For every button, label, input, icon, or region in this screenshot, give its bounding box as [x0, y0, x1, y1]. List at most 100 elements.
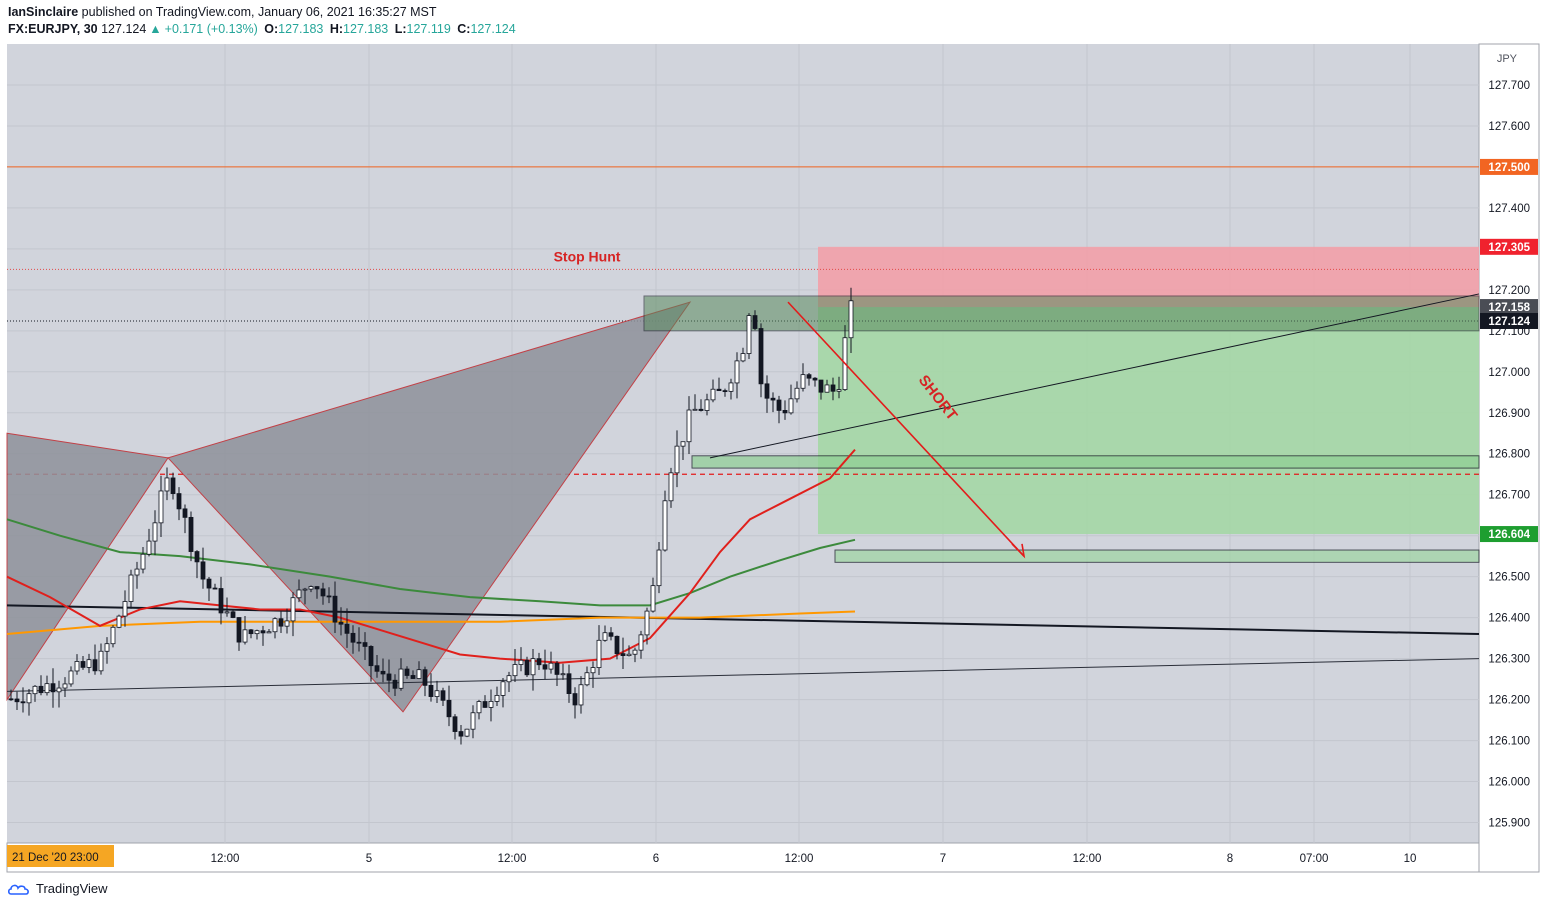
tradingview-cloud-icon — [8, 884, 29, 895]
y-tick-label: 126.300 — [1488, 654, 1530, 666]
candle-bear — [428, 684, 434, 697]
candle-bear — [248, 629, 254, 635]
candle-bear — [374, 665, 380, 672]
candle-bull — [134, 568, 140, 576]
candle-bull — [512, 664, 518, 677]
candle-bull — [296, 589, 302, 599]
up-arrow-icon: ▲ — [149, 22, 162, 36]
candle-bear — [452, 716, 458, 732]
candle-bull — [596, 639, 602, 668]
publish-info: published on TradingView.com, January 06… — [81, 5, 437, 19]
y-tick-label: 127.600 — [1488, 121, 1530, 133]
short-arrow-head — [1011, 543, 1026, 559]
low-label: L: — [394, 22, 407, 36]
last-price: 127.124 — [101, 22, 147, 36]
candles-group — [8, 287, 854, 745]
candle-bull — [308, 586, 314, 590]
candle-bull — [800, 374, 806, 389]
candle-bull — [284, 620, 290, 627]
author-name[interactable]: IanSinclaire — [8, 5, 79, 19]
close-label: C: — [457, 22, 471, 36]
candle-bull — [140, 553, 146, 570]
candle-bull — [734, 360, 740, 384]
candle-bull — [152, 522, 158, 542]
candle-bull — [788, 398, 794, 414]
candle-bull — [602, 632, 608, 641]
candle-bull — [824, 384, 830, 393]
candle-bear — [236, 617, 242, 643]
candle-bull — [518, 659, 524, 665]
candle-bull — [224, 611, 230, 614]
x-tick-label: 10 — [1404, 853, 1417, 865]
low-value: 127.119 — [406, 22, 451, 36]
candle-bear — [200, 561, 206, 580]
candle-bull — [128, 574, 134, 602]
time-cursor-badge — [7, 845, 114, 867]
stop-hunt-label: Stop Hunt — [554, 248, 621, 264]
candle-bull — [794, 387, 800, 400]
tradingview-logo[interactable]: TradingView — [8, 881, 108, 896]
candle-bear — [380, 670, 386, 675]
x-tick-label: 12:00 — [498, 853, 527, 865]
candle-bear — [446, 699, 452, 718]
candle-bull — [116, 615, 122, 628]
candle-bear — [368, 646, 374, 667]
candle-bull — [710, 388, 716, 401]
candle-bear — [770, 397, 776, 401]
candle-bear — [194, 551, 200, 563]
candle-bear — [458, 731, 464, 737]
symbol-line: FX:EURJPY, 30 127.124 ▲ +0.171 (+0.13%) O:… — [8, 21, 519, 38]
candle-bull — [848, 300, 854, 339]
candle-bear — [614, 635, 620, 655]
candle-bull — [56, 687, 62, 693]
open-label: O: — [264, 22, 279, 36]
support-zone — [691, 455, 1480, 469]
short-arrow-line — [787, 301, 1025, 557]
y-tick-label: 126.200 — [1488, 695, 1530, 707]
candle-bear — [722, 390, 728, 393]
candle-bear — [8, 698, 14, 701]
candle-bear — [260, 630, 266, 634]
candle-bull — [164, 477, 170, 492]
candle-bull — [644, 610, 650, 636]
candle-bull — [272, 618, 278, 633]
target-price-badge — [1480, 526, 1538, 543]
pattern-right-triangle — [167, 301, 692, 713]
candle-bear — [182, 508, 188, 518]
candle-bear — [776, 399, 782, 411]
close-value: 127.124 — [470, 22, 516, 36]
candle-bear — [20, 701, 26, 704]
symbol-label[interactable]: FX:EURJPY, 30 — [8, 22, 98, 36]
candle-bull — [110, 626, 116, 645]
candle-bull — [488, 700, 494, 708]
candle-bear — [422, 669, 428, 686]
candle-bull — [680, 441, 686, 447]
candle-bear — [278, 618, 284, 627]
target-support-zone — [834, 549, 1480, 563]
candle-bull — [242, 629, 248, 643]
price-axis — [1478, 43, 1540, 873]
candle-bear — [482, 701, 488, 708]
candle-bull — [104, 643, 110, 652]
last-price-badge-text: 127.124 — [1488, 316, 1530, 328]
candle-bear — [758, 328, 764, 385]
candle-bear — [410, 675, 416, 679]
candle-bear — [542, 664, 548, 670]
x-tick-label: 5 — [366, 853, 372, 865]
candle-bull — [158, 490, 164, 524]
candle-bear — [344, 623, 350, 634]
candle-bull — [530, 658, 536, 676]
candle-bull — [254, 630, 260, 635]
candle-bear — [752, 315, 758, 329]
candle-bull — [86, 659, 92, 668]
candle-bull — [626, 653, 632, 657]
candle-bear — [620, 653, 626, 657]
candle-bear — [212, 587, 218, 590]
time-axis — [6, 842, 1480, 873]
candle-bull — [584, 672, 590, 686]
candle-bull — [146, 540, 152, 555]
candle-bull — [434, 690, 440, 697]
candle-bull — [506, 675, 512, 683]
trendline-thick — [6, 604, 1480, 636]
